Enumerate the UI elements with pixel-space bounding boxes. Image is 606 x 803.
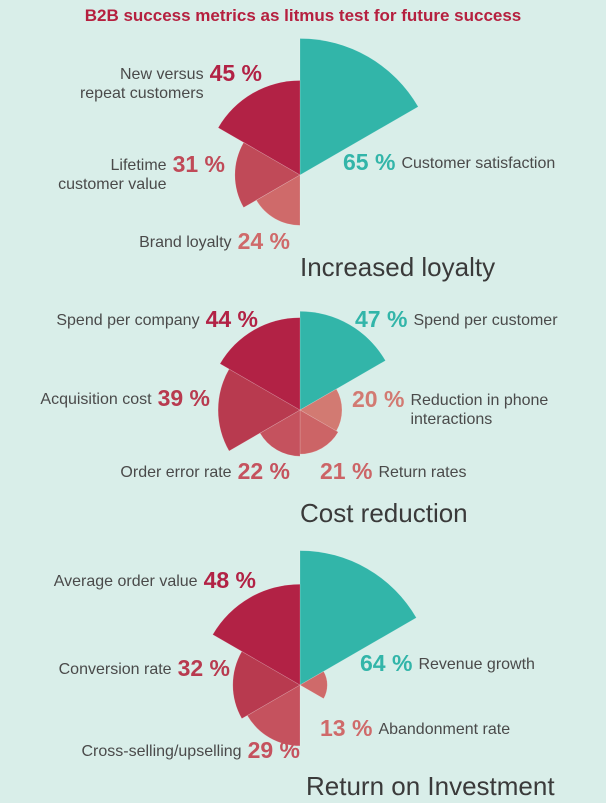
pair-phone-reduction: 20 % Reduction in phone interactions bbox=[352, 386, 548, 429]
pair-return-rates: 21 % Return rates bbox=[320, 458, 466, 484]
polar-chart-1 bbox=[217, 38, 419, 226]
label-revenue-growth: Revenue growth bbox=[418, 656, 535, 673]
label-line: Reduction in phone bbox=[410, 392, 549, 409]
label-line: interactions bbox=[410, 411, 493, 428]
sector-order-error-rate bbox=[259, 409, 301, 457]
sector-conversion-rate bbox=[232, 650, 301, 720]
sector-customer-satisfaction bbox=[299, 38, 419, 176]
value-spend-per-company: 44 % bbox=[205, 306, 258, 332]
pair-spend-per-company: Spend per company 44 % bbox=[56, 306, 258, 332]
value-new-vs-repeat: 45 % bbox=[209, 60, 262, 86]
label-spend-per-customer: Spend per customer bbox=[413, 312, 558, 329]
value-customer-satisfaction: 65 % bbox=[343, 149, 396, 175]
value-revenue-growth: 64 % bbox=[360, 650, 413, 676]
pair-lifetime-value: Lifetime customer value 31 % bbox=[58, 151, 225, 194]
sector-spend-per-customer bbox=[299, 310, 386, 411]
label-brand-loyalty: Brand loyalty bbox=[139, 234, 232, 251]
value-abandonment-rate: 13 % bbox=[320, 715, 373, 741]
label-new-vs-repeat: New versus repeat customers bbox=[80, 60, 204, 103]
pair-conversion-rate: Conversion rate 32 % bbox=[59, 655, 230, 681]
value-acquisition-cost: 39 % bbox=[157, 385, 210, 411]
label-order-error-rate: Order error rate bbox=[120, 464, 232, 481]
pair-revenue-growth: 64 % Revenue growth bbox=[360, 650, 535, 676]
infographic-title: B2B success metrics as litmus test for f… bbox=[84, 6, 522, 25]
label-acquisition-cost: Acquisition cost bbox=[40, 391, 152, 408]
section-title-cost: Cost reduction bbox=[300, 498, 468, 528]
label-line: New versus bbox=[119, 66, 204, 83]
label-lifetime-value: Lifetime customer value bbox=[58, 151, 167, 194]
pair-spend-per-customer: 47 % Spend per customer bbox=[355, 306, 558, 332]
value-return-rates: 21 % bbox=[320, 458, 373, 484]
pair-order-error-rate: Order error rate 22 % bbox=[120, 458, 290, 484]
label-return-rates: Return rates bbox=[378, 464, 467, 481]
sector-lifetime-customer-value bbox=[234, 142, 301, 208]
pair-acquisition-cost: Acquisition cost 39 % bbox=[40, 385, 210, 411]
value-average-order-value: 48 % bbox=[203, 567, 256, 593]
sector-average-order-value bbox=[212, 583, 301, 686]
pair-abandonment-rate: 13 % Abandonment rate bbox=[320, 715, 510, 741]
sector-spend-per-company bbox=[219, 317, 301, 411]
label-cross-selling: Cross-selling/upselling bbox=[81, 743, 242, 760]
label-customer-satisfaction: Customer satisfaction bbox=[401, 155, 556, 172]
sector-revenue-growth bbox=[299, 550, 417, 686]
pair-cross-selling: Cross-selling/upselling 29 % bbox=[81, 737, 300, 763]
label-line: Lifetime bbox=[110, 157, 167, 174]
label-conversion-rate: Conversion rate bbox=[58, 661, 172, 678]
polar-chart-2 bbox=[217, 310, 386, 457]
pair-customer-satisfaction: 65 % Customer satisfaction bbox=[343, 149, 555, 175]
label-abandonment-rate: Abandonment rate bbox=[378, 721, 511, 738]
pair-brand-loyalty: Brand loyalty 24 % bbox=[139, 228, 290, 254]
label-average-order-value: Average order value bbox=[53, 573, 198, 590]
value-brand-loyalty: 24 % bbox=[237, 228, 290, 254]
sector-brand-loyalty bbox=[255, 174, 301, 226]
sector-return-rates bbox=[299, 409, 339, 455]
value-conversion-rate: 32 % bbox=[177, 655, 230, 681]
value-cross-selling: 29 % bbox=[247, 737, 300, 763]
sector-acquisition-cost bbox=[217, 368, 301, 452]
value-lifetime-value: 31 % bbox=[172, 151, 225, 177]
sector-reduction-in-phone-interactions bbox=[299, 388, 343, 432]
sector-cross-selling-upselling bbox=[246, 684, 301, 747]
value-order-error-rate: 22 % bbox=[237, 458, 290, 484]
label-line: repeat customers bbox=[79, 85, 204, 102]
pair-average-order-value: Average order value 48 % bbox=[54, 567, 256, 593]
polar-chart-3 bbox=[212, 550, 417, 747]
label-phone-reduction: Reduction in phone interactions bbox=[410, 386, 548, 429]
sector-abandonment-rate bbox=[299, 670, 328, 700]
section-title-roi: Return on Investment bbox=[306, 771, 555, 801]
sector-new-versus-repeat-customers bbox=[217, 80, 301, 176]
label-line: customer value bbox=[58, 176, 167, 193]
pair-new-vs-repeat: New versus repeat customers 45 % bbox=[80, 60, 262, 103]
section-title-loyalty: Increased loyalty bbox=[300, 252, 496, 282]
label-spend-per-company: Spend per company bbox=[56, 312, 200, 329]
value-spend-per-customer: 47 % bbox=[355, 306, 408, 332]
value-phone-reduction: 20 % bbox=[352, 386, 405, 412]
